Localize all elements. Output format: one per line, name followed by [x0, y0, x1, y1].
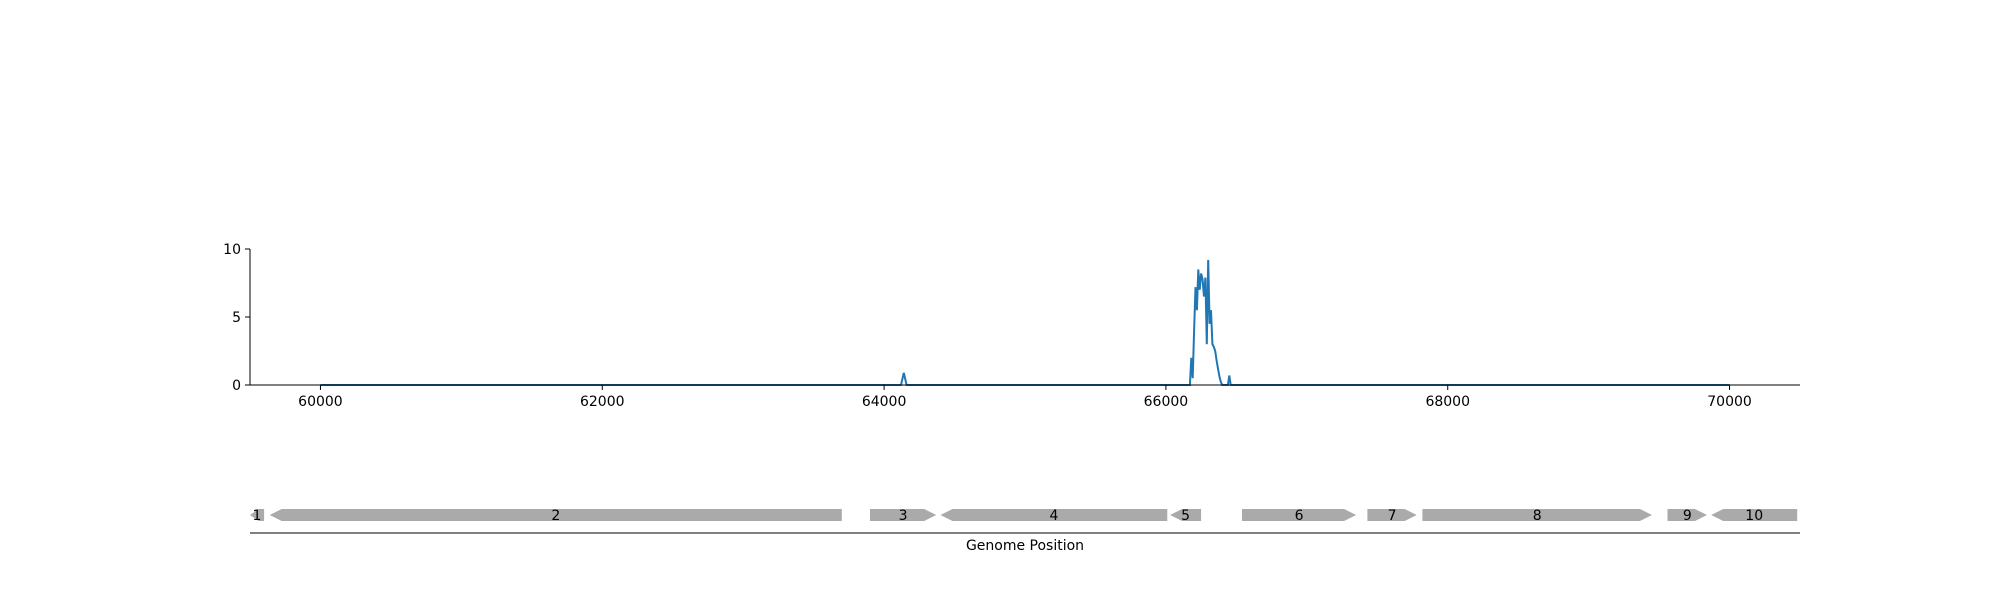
- gene-label-4: 4: [1049, 508, 1058, 524]
- x-tick-label: 62000: [580, 394, 625, 410]
- gene-arrow-1: [250, 509, 265, 521]
- x-axis-ticks: 60000 62000 64000 66000 68000 70000: [298, 385, 1752, 410]
- y-axis-ticks: 0 5 10: [223, 242, 250, 394]
- gene-arrow-5: [1170, 509, 1202, 521]
- gene-arrow-6: [1242, 509, 1357, 521]
- coverage-panel: 60000 62000 64000 66000 68000 70000 0 5 10: [223, 242, 1800, 410]
- x-tick-label: 64000: [862, 394, 907, 410]
- x-tick-label: 70000: [1707, 394, 1752, 410]
- x-tick-label: 60000: [298, 394, 343, 410]
- x-tick-label: 68000: [1425, 394, 1470, 410]
- x-axis-label: Genome Position: [966, 538, 1084, 554]
- gene-arrow-3: [870, 509, 937, 521]
- gene-label-6: 6: [1295, 508, 1304, 524]
- gene-arrow-10: [1711, 509, 1798, 521]
- gene-label-3: 3: [899, 508, 908, 524]
- gene-label-1: 1: [253, 508, 262, 524]
- gene-label-9: 9: [1683, 508, 1692, 524]
- gene-arrows: 1 2 3 4 5 6 7 8 9 10: [250, 508, 1798, 524]
- gene-arrow-8: [1422, 509, 1652, 521]
- y-tick-label: 5: [232, 310, 241, 326]
- gene-label-10: 10: [1745, 508, 1763, 524]
- gene-arrow-9: [1667, 509, 1707, 521]
- y-tick-label: 0: [232, 378, 241, 394]
- x-tick-label: 66000: [1144, 394, 1189, 410]
- gene-track-panel: 1 2 3 4 5 6 7 8 9 10 Genome Position: [250, 508, 1800, 554]
- gene-arrow-7: [1367, 509, 1417, 521]
- y-tick-label: 10: [223, 242, 241, 258]
- gene-label-7: 7: [1388, 508, 1397, 524]
- gene-label-5: 5: [1181, 508, 1190, 524]
- gene-label-2: 2: [551, 508, 560, 524]
- coverage-series-line: [320, 259, 1730, 386]
- gene-arrow-4: [940, 509, 1168, 521]
- gene-arrow-2: [269, 509, 842, 521]
- gene-label-8: 8: [1533, 508, 1542, 524]
